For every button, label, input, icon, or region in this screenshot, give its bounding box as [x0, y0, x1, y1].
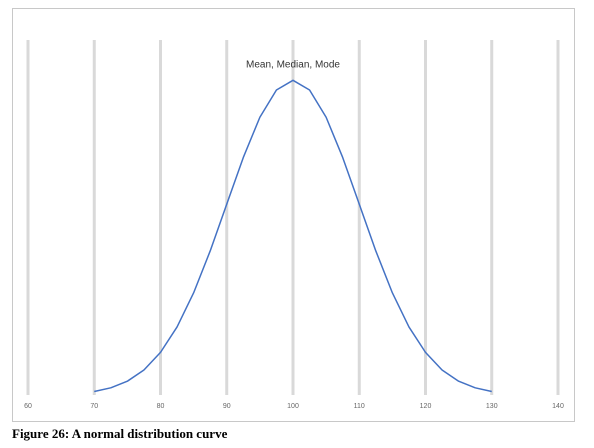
x-tick-label: 80: [157, 403, 165, 410]
plot: [94, 79, 492, 393]
caption: Figure 26: A normal distribution curve: [12, 426, 228, 441]
x-tick-label: 100: [287, 403, 299, 410]
grid: [26, 40, 560, 395]
x-tick-label: 120: [420, 403, 432, 410]
x-tick-label: 60: [24, 403, 32, 410]
curve: [94, 79, 492, 393]
x-tick-label: 130: [486, 403, 498, 410]
x-tick-label: 90: [223, 403, 231, 410]
x-tick-label: 140: [552, 403, 564, 410]
annotation: Mean, Median, Mode: [246, 60, 340, 71]
x-tick-label: 110: [354, 403, 365, 410]
x-tick-label: 70: [90, 403, 98, 410]
